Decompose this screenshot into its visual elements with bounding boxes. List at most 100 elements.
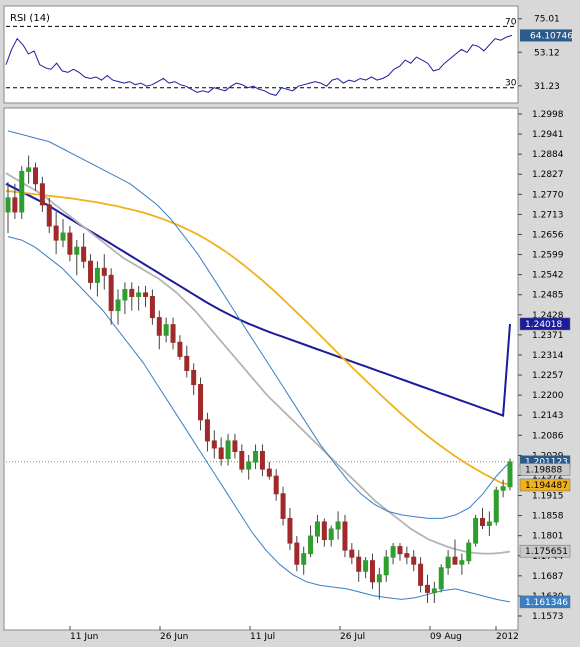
candle-body-down bbox=[232, 440, 238, 452]
candle bbox=[479, 507, 485, 529]
candle bbox=[280, 486, 286, 526]
overlay-sma-50 bbox=[5, 189, 511, 486]
candle-body-up bbox=[376, 574, 382, 583]
price-tag-label: 1.194487 bbox=[525, 481, 568, 491]
candle bbox=[376, 567, 382, 600]
candle bbox=[239, 444, 245, 473]
candle bbox=[459, 553, 465, 575]
price-tick-label: 1.2371 bbox=[532, 331, 564, 341]
candle bbox=[273, 469, 279, 501]
rsi-title: RSI (14) bbox=[10, 13, 50, 24]
candle bbox=[53, 211, 59, 255]
rsi-current-tag: 64.10746 bbox=[520, 29, 573, 42]
price-tag-box bbox=[519, 317, 571, 331]
candle bbox=[424, 574, 430, 603]
candle-body-down bbox=[53, 225, 59, 241]
candle bbox=[335, 511, 341, 540]
candle bbox=[108, 268, 114, 325]
candle-body-up bbox=[459, 560, 465, 565]
price-tag-label: 1.175651 bbox=[525, 547, 568, 557]
candle-body-down bbox=[239, 450, 245, 470]
candle-body-down bbox=[12, 197, 18, 213]
candle-body-up bbox=[493, 489, 499, 523]
candle-body-down bbox=[129, 288, 135, 297]
candle bbox=[39, 176, 45, 212]
candle-body-down bbox=[198, 384, 204, 421]
price-tick-label: 1.1972 bbox=[532, 471, 564, 481]
candle-body-down bbox=[259, 450, 265, 470]
candle-body-down bbox=[177, 341, 183, 357]
candle-body-down bbox=[108, 274, 114, 312]
price-tick-label: 1.2998 bbox=[532, 110, 564, 120]
candle-body-up bbox=[363, 560, 369, 572]
candle bbox=[26, 155, 32, 184]
candle bbox=[191, 363, 197, 396]
price-tag-box bbox=[519, 478, 571, 492]
candle-body-down bbox=[67, 232, 73, 255]
candle-body-down bbox=[404, 553, 410, 558]
candle-body-down bbox=[342, 521, 348, 551]
candle-body-up bbox=[308, 535, 314, 555]
candle-body-down bbox=[266, 468, 272, 477]
candle-body-down bbox=[211, 440, 217, 449]
candle bbox=[390, 543, 396, 565]
price-tag-label: 1.161346 bbox=[525, 598, 568, 608]
candle-body-down bbox=[369, 560, 375, 583]
candle bbox=[356, 550, 362, 582]
price-tick-label: 1.1801 bbox=[532, 532, 564, 542]
candle bbox=[397, 543, 403, 561]
candle bbox=[198, 377, 204, 431]
price-tick-label: 1.2656 bbox=[532, 230, 564, 240]
candle bbox=[115, 289, 121, 325]
candle-body-down bbox=[218, 447, 224, 460]
candle-body-up bbox=[26, 167, 32, 172]
price-tag-box bbox=[519, 595, 571, 609]
price-tick-label: 1.1858 bbox=[532, 512, 564, 522]
candle-body-down bbox=[156, 317, 162, 336]
candle-body-down bbox=[411, 556, 417, 565]
price-tag-label: 1.201123 bbox=[525, 458, 568, 468]
candle bbox=[445, 550, 451, 575]
candle-body-up bbox=[335, 521, 341, 530]
candle bbox=[149, 289, 155, 325]
x-tick-label: 09 Aug bbox=[430, 632, 462, 642]
candle-body-up bbox=[246, 461, 252, 470]
candle bbox=[349, 543, 355, 565]
candle-body-down bbox=[397, 546, 403, 555]
price-tick-label: 1.1687 bbox=[532, 572, 564, 582]
candle-body-down bbox=[424, 584, 430, 593]
price-tag-box bbox=[519, 544, 571, 558]
candle-body-up bbox=[115, 299, 121, 312]
candle bbox=[12, 183, 18, 219]
candle bbox=[466, 539, 472, 565]
price-tick-label: 1.1573 bbox=[532, 612, 564, 622]
price-tick-label: 1.2827 bbox=[532, 170, 564, 180]
candle bbox=[301, 546, 307, 575]
candle-body-up bbox=[500, 486, 506, 491]
candle-body-down bbox=[149, 295, 155, 319]
rsi-levels: 70 30 bbox=[6, 17, 517, 89]
price-tick-label: 1.2200 bbox=[532, 391, 564, 401]
candle bbox=[486, 511, 492, 537]
candle bbox=[500, 479, 506, 498]
candle-body-up bbox=[136, 292, 142, 297]
candle bbox=[94, 261, 100, 297]
candle bbox=[452, 539, 458, 565]
candle bbox=[81, 233, 87, 269]
candle bbox=[218, 437, 224, 466]
candle-body-down bbox=[349, 549, 355, 558]
rsi-tick-label: 75.01 bbox=[534, 15, 560, 25]
candle-body-down bbox=[418, 563, 424, 586]
candle bbox=[287, 507, 293, 551]
candle-body-up bbox=[122, 288, 128, 301]
candle-body-up bbox=[94, 267, 100, 283]
candle-body-down bbox=[273, 475, 279, 495]
candle bbox=[177, 335, 183, 360]
candle bbox=[294, 536, 300, 572]
price-tag-label: 1.24018 bbox=[525, 320, 562, 330]
candle bbox=[369, 553, 375, 589]
candle-body-up bbox=[473, 517, 479, 544]
candle-body-down bbox=[143, 292, 149, 297]
candle-body-down bbox=[191, 369, 197, 386]
